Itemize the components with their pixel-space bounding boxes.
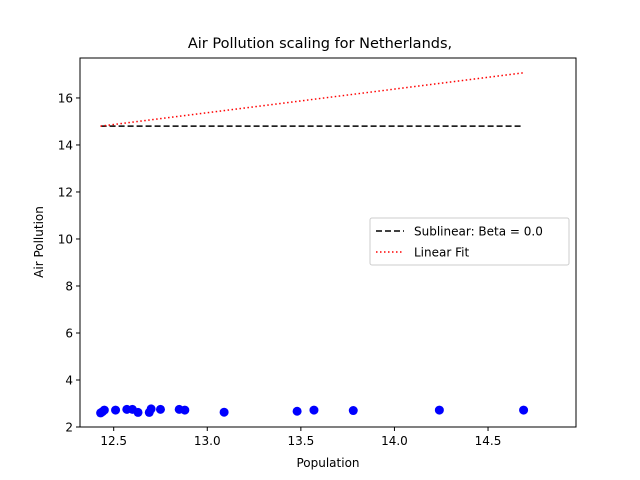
y-tick-label: 6	[65, 326, 73, 340]
data-point	[180, 405, 190, 415]
y-tick-label: 16	[58, 91, 73, 105]
y-tick-label: 12	[58, 185, 73, 199]
data-point	[348, 406, 358, 416]
x-tick-label: 13.5	[288, 434, 315, 448]
y-tick-label: 4	[65, 373, 73, 387]
y-tick-label: 14	[58, 138, 73, 152]
x-tick-label: 12.5	[100, 434, 127, 448]
data-point	[309, 405, 319, 415]
x-tick-label: 14.5	[475, 434, 502, 448]
y-axis-label: Air Pollution	[32, 206, 46, 278]
data-point	[434, 405, 444, 415]
legend-label-0: Sublinear: Beta = 0.0	[414, 225, 543, 239]
legend: Sublinear: Beta = 0.0 Linear Fit	[369, 217, 570, 266]
y-tick-label: 2	[65, 421, 73, 435]
chart-title: Air Pollution scaling for Netherlands,	[188, 36, 452, 52]
x-axis-ticks: 12.5 13.0 13.5 14.0 14.5	[100, 427, 501, 448]
data-point	[99, 405, 109, 415]
plot-layer	[96, 72, 529, 418]
data-point	[146, 404, 156, 414]
x-axis-label: Population	[296, 456, 359, 470]
series-line-1	[100, 72, 524, 127]
plot-frame	[79, 57, 577, 428]
y-axis-ticks: 2 4 6 8 10 12 14 16	[58, 91, 80, 435]
data-point	[292, 406, 302, 416]
data-point	[111, 405, 121, 415]
legend-label-1: Linear Fit	[414, 246, 469, 260]
legend-box	[369, 217, 570, 266]
y-tick-label: 10	[58, 232, 73, 246]
x-tick-label: 13.0	[194, 434, 221, 448]
x-tick-label: 14.0	[381, 434, 408, 448]
data-point	[155, 404, 165, 414]
data-point	[219, 407, 229, 417]
data-point	[133, 407, 143, 417]
data-point	[519, 405, 529, 415]
y-tick-label: 8	[65, 279, 73, 293]
